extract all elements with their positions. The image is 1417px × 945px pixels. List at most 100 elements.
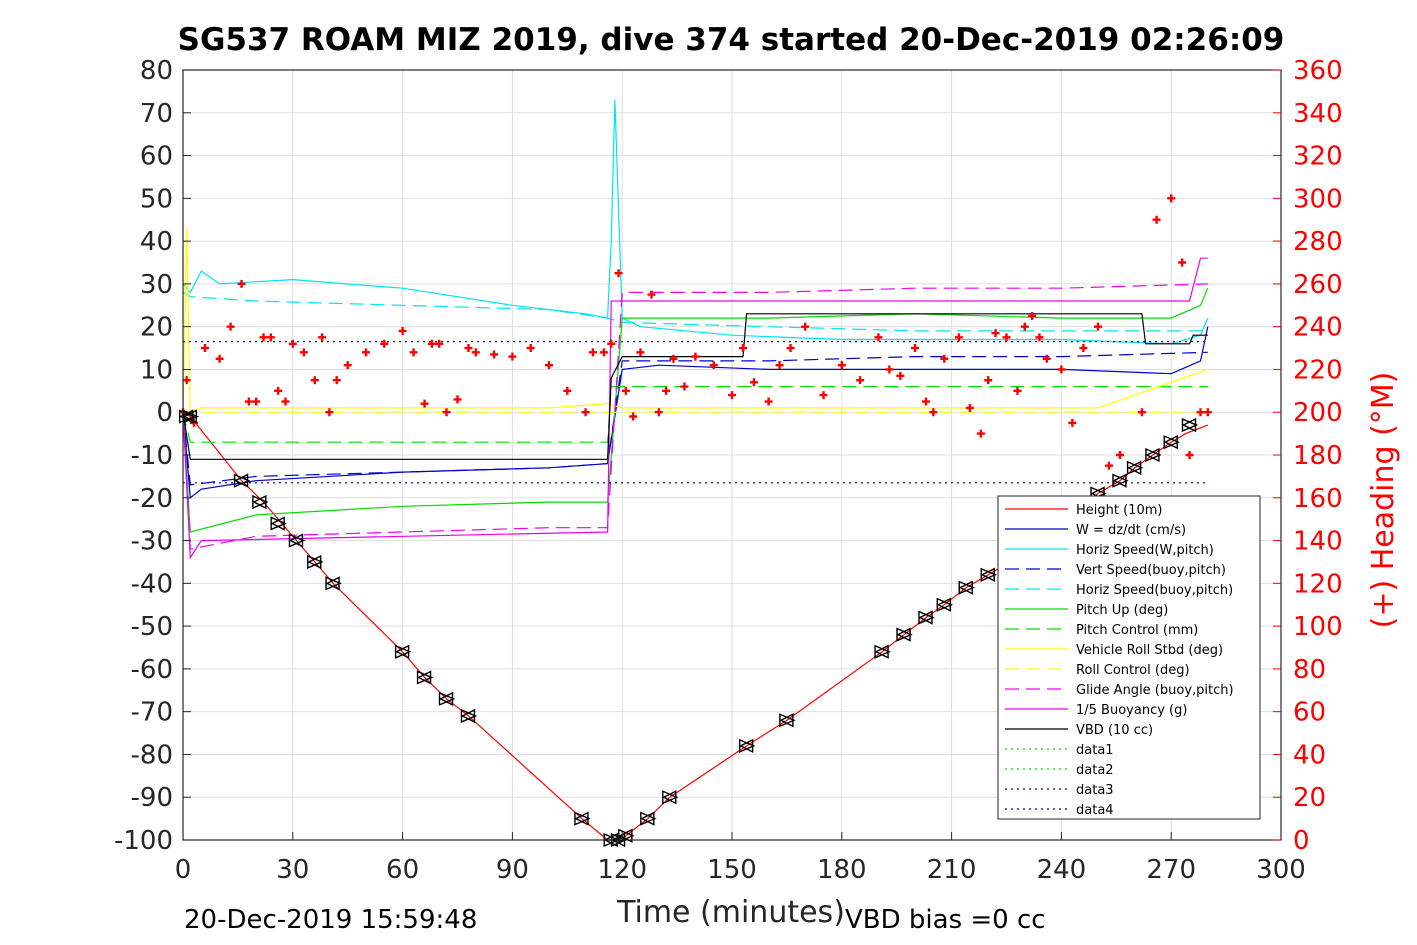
heading-point [409, 348, 418, 357]
heading-point [435, 339, 444, 348]
heading-point [669, 354, 678, 363]
depth-marker [438, 691, 456, 706]
series-line-4 [182, 291, 1208, 332]
heading-point [647, 290, 656, 299]
heading-point [984, 376, 993, 385]
heading-point [1104, 461, 1113, 470]
depth-marker [325, 576, 342, 591]
heading-point [680, 382, 689, 391]
series-layer [182, 99, 1209, 841]
depth-marker [662, 790, 679, 805]
heading-point [332, 376, 341, 385]
depth-marker [178, 409, 196, 424]
heading-point [662, 386, 671, 395]
heading-point [1178, 258, 1187, 267]
heading-point [965, 403, 974, 412]
depth-marker [980, 567, 997, 582]
right-tick-label: 40 [1293, 740, 1326, 770]
right-tick-label: 320 [1293, 142, 1343, 172]
depth-marker [460, 708, 478, 724]
legend-entry-15: data4 [1076, 803, 1114, 818]
depth-markers [178, 409, 1199, 848]
heading-point [709, 361, 718, 370]
depth-marker [307, 554, 324, 570]
heading-point [310, 376, 319, 385]
heading-point [749, 378, 758, 387]
left-tick-label: -30 [131, 527, 173, 557]
left-tick-label: -60 [131, 655, 173, 685]
heading-point [1196, 408, 1205, 417]
legend-entry-5: Pitch Up (deg) [1076, 603, 1168, 618]
left-tick-label: -100 [114, 826, 173, 856]
right-axis-ticks: 3603403203002802602402202001801601401201… [1273, 56, 1343, 856]
depth-marker [1163, 435, 1180, 450]
depth-marker [918, 610, 935, 625]
x-axis-label: Time (minutes) [616, 895, 845, 930]
heading-point [325, 408, 334, 417]
heading-point [420, 399, 429, 408]
heading-point [614, 269, 623, 278]
heading-point [1002, 333, 1011, 342]
legend-entry-7: Vehicle Roll Stbd (deg) [1076, 643, 1223, 658]
left-tick-label: 20 [140, 313, 173, 343]
heading-point [1203, 408, 1212, 417]
depth-marker [738, 738, 756, 754]
heading-point [654, 408, 663, 417]
right-axis-label: (+) Heading (°M) [1366, 372, 1401, 629]
heading-point [266, 333, 275, 342]
heading-point [471, 348, 480, 357]
heading-point [1079, 344, 1088, 353]
heading-point [380, 339, 389, 348]
heading-point [464, 344, 473, 353]
x-tick-label: 30 [276, 855, 309, 885]
left-tick-label: 80 [140, 56, 173, 86]
depth-marker [618, 828, 635, 843]
series-line-0 [182, 411, 1209, 841]
depth-marker [1181, 417, 1199, 433]
heading-point [856, 376, 865, 385]
right-tick-label: 80 [1293, 655, 1326, 685]
heading-point [1057, 365, 1066, 374]
left-tick-label: -80 [131, 740, 173, 770]
left-tick-label: 10 [140, 355, 173, 385]
heading-point [607, 339, 616, 348]
heading-point [691, 352, 700, 361]
x-tick-label: 270 [1146, 855, 1196, 885]
depth-marker [1112, 473, 1129, 488]
series-line-1 [182, 326, 1209, 499]
heading-point [274, 386, 283, 395]
heading-point [728, 391, 736, 400]
heading-point [281, 397, 290, 406]
heading-point [837, 361, 846, 370]
depth-marker [936, 597, 954, 612]
right-tick-label: 260 [1293, 270, 1343, 300]
x-tick-label: 150 [707, 855, 757, 885]
legend-entry-9: Glide Angle (buoy,pitch) [1076, 683, 1234, 698]
heading-point [545, 361, 553, 370]
x-tick-label: 180 [817, 855, 867, 885]
right-tick-label: 20 [1293, 783, 1326, 813]
legend-entry-4: Horiz Speed(buoy,pitch) [1076, 583, 1233, 598]
right-tick-label: 120 [1293, 569, 1343, 599]
chart-title: SG537 ROAM MIZ 2019, dive 374 started 20… [178, 22, 1285, 58]
heading-point [1042, 354, 1051, 363]
heading-series [179, 194, 1212, 524]
heading-point [299, 348, 308, 357]
left-tick-label: -70 [131, 698, 173, 728]
left-tick-label: -40 [131, 569, 173, 599]
x-tick-label: 60 [386, 855, 419, 885]
heading-point [1028, 311, 1037, 320]
x-tick-label: 90 [496, 855, 529, 885]
heading-point [801, 322, 810, 331]
heading-point [929, 408, 938, 417]
x-tick-label: 0 [175, 855, 192, 885]
depth-marker [1145, 447, 1162, 463]
heading-point [442, 408, 451, 417]
legend: Height (10m) W = dz/dt (cm/s) Horiz Speed(… [997, 495, 1261, 820]
heading-point [252, 397, 261, 406]
series-line-2 [182, 99, 1209, 345]
heading-point [526, 344, 535, 353]
x-tick-label: 240 [1037, 855, 1087, 885]
legend-box [997, 495, 1261, 820]
